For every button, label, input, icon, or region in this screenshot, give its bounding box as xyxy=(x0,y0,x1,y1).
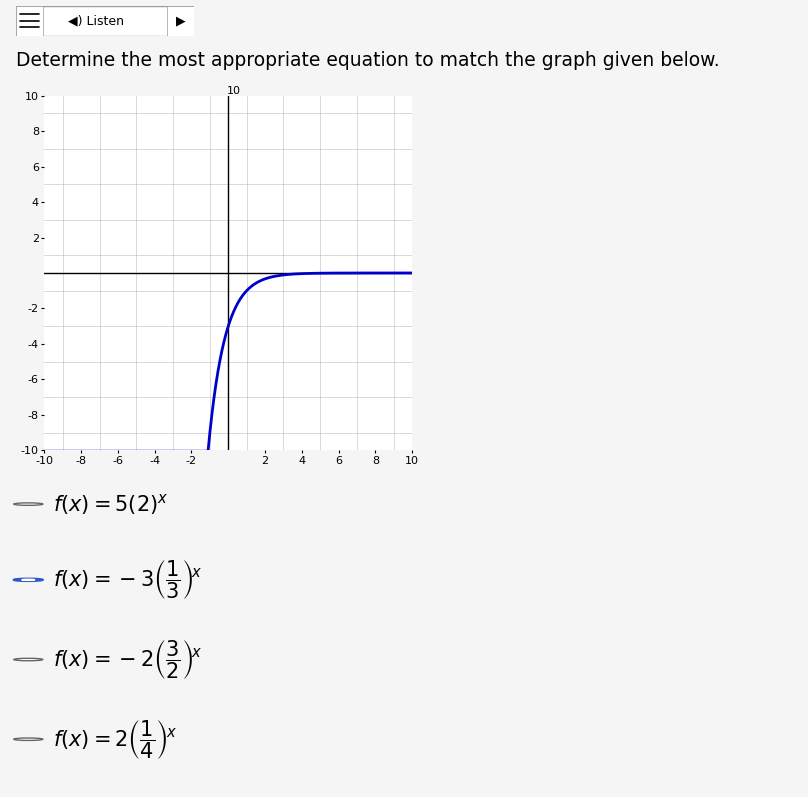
Circle shape xyxy=(14,503,43,505)
Circle shape xyxy=(14,658,43,661)
Text: 10: 10 xyxy=(227,85,241,96)
Text: $f(x) = 2\left(\dfrac{1}{4}\right)^{\!x}$: $f(x) = 2\left(\dfrac{1}{4}\right)^{\!x}… xyxy=(53,718,176,760)
FancyBboxPatch shape xyxy=(16,6,43,36)
Circle shape xyxy=(22,579,35,580)
FancyBboxPatch shape xyxy=(16,6,194,36)
Circle shape xyxy=(14,579,43,581)
Text: $f(x) = -3\left(\dfrac{1}{3}\right)^{\!x}$: $f(x) = -3\left(\dfrac{1}{3}\right)^{\!x… xyxy=(53,559,202,601)
Text: $f(x) = 5(2)^x$: $f(x) = 5(2)^x$ xyxy=(53,492,168,516)
Text: $f(x) = -2\left(\dfrac{3}{2}\right)^{\!x}$: $f(x) = -2\left(\dfrac{3}{2}\right)^{\!x… xyxy=(53,638,202,681)
FancyBboxPatch shape xyxy=(167,6,194,36)
Circle shape xyxy=(14,738,43,740)
Text: Determine the most appropriate equation to match the graph given below.: Determine the most appropriate equation … xyxy=(16,51,720,70)
Text: ◀) Listen: ◀) Listen xyxy=(68,14,124,27)
Text: ▶: ▶ xyxy=(176,14,185,27)
